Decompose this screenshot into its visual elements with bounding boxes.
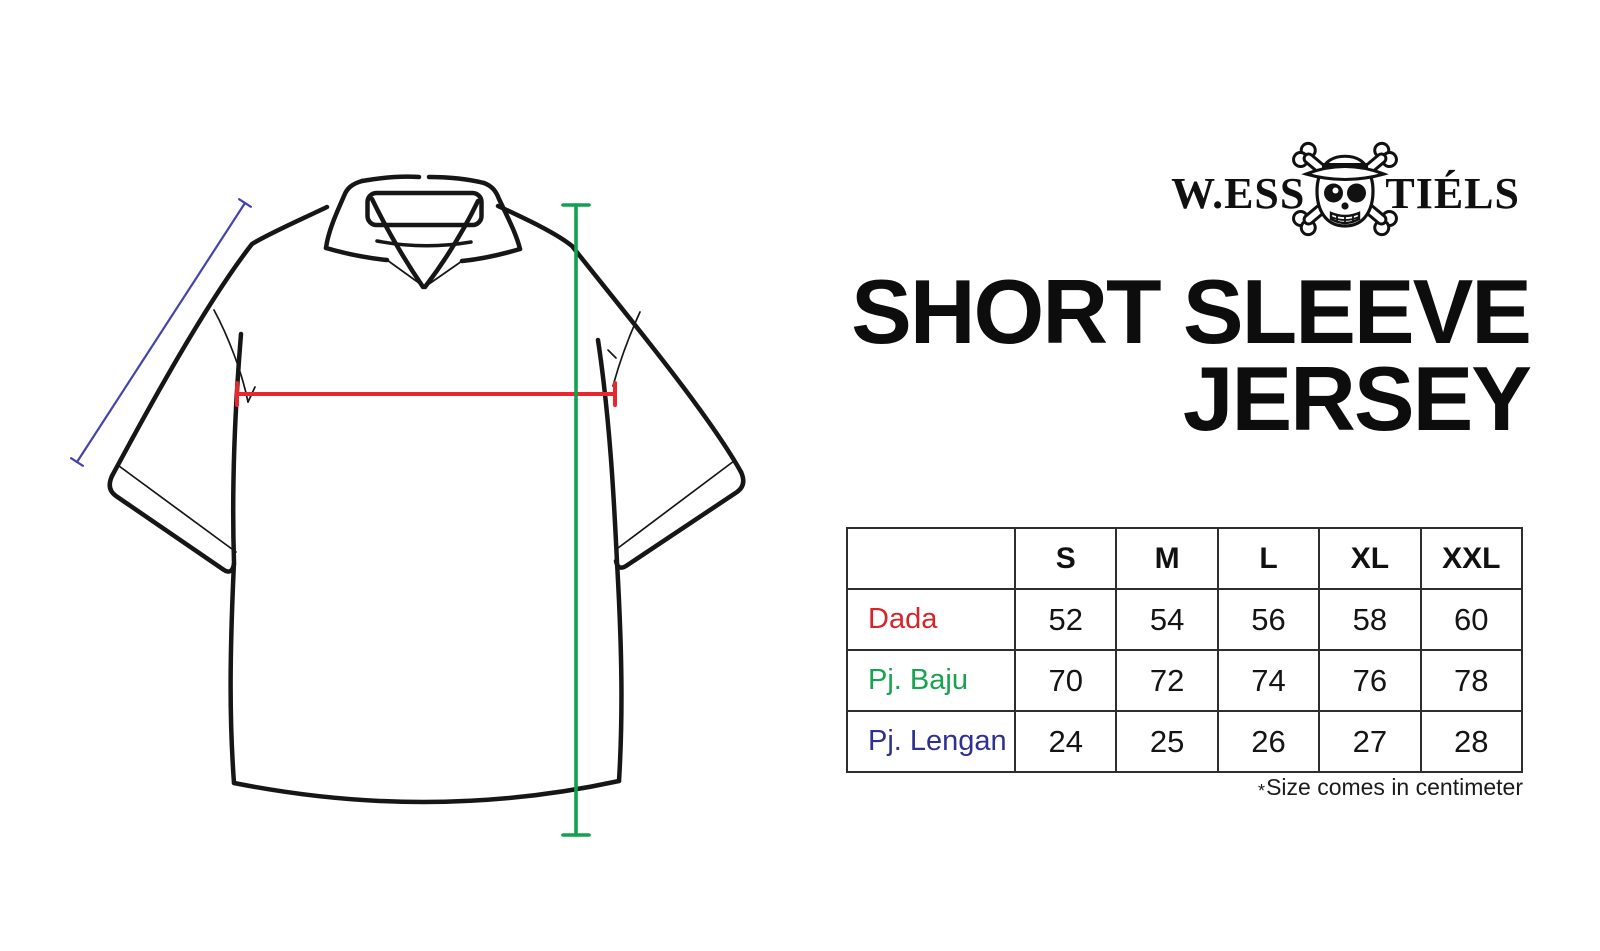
size-col-header-l: L — [1216, 527, 1321, 590]
row-label-dada: Dada — [846, 588, 1016, 651]
size-value-cell: 56 — [1216, 588, 1321, 651]
size-value-cell: 74 — [1216, 649, 1321, 712]
chest-width-line — [235, 381, 617, 407]
size-value-cell: 60 — [1419, 588, 1524, 651]
size-table-row-dada: Dada 52 54 56 58 60 — [846, 588, 1524, 651]
body-length-line — [561, 203, 591, 837]
size-table: S M L XL XXL Dada 52 54 56 58 60 Pj. Baj… — [846, 527, 1524, 773]
brand-text-left: W.ESS — [1171, 168, 1306, 218]
row-label-pj-lengan: Pj. Lengan — [846, 710, 1016, 773]
size-unit-footnote: *Size comes in centimeter — [1258, 774, 1523, 802]
size-col-header-xxl: XXL — [1419, 527, 1524, 590]
shirt-diagram — [70, 174, 746, 837]
product-title-line2: JERSEY — [1182, 349, 1532, 450]
product-title-line1: SHORT SLEEVE — [851, 262, 1532, 363]
size-value-cell: 78 — [1419, 649, 1524, 712]
size-value-cell: 26 — [1216, 710, 1321, 773]
straw-hat — [1301, 154, 1390, 181]
footnote-asterisk: * — [1258, 781, 1266, 801]
size-col-header-m: M — [1115, 527, 1219, 590]
product-title: SHORT SLEEVE JERSEY — [851, 262, 1532, 450]
size-value-cell: 76 — [1318, 649, 1422, 712]
size-value-cell: 58 — [1318, 588, 1422, 651]
size-col-header-s: S — [1013, 527, 1118, 590]
size-col-header-xl: XL — [1318, 527, 1422, 590]
straw-hat-skull-logo-icon — [1292, 141, 1399, 237]
brand-logo: W.ESS — [1171, 128, 1520, 246]
size-value-cell: 54 — [1115, 588, 1219, 651]
row-label-pj-baju: Pj. Baju — [846, 649, 1016, 712]
size-value-cell: 70 — [1013, 649, 1118, 712]
size-value-cell: 24 — [1013, 710, 1118, 773]
size-value-cell: 28 — [1419, 710, 1524, 773]
size-value-cell: 27 — [1318, 710, 1422, 773]
shirt-outline — [107, 174, 746, 805]
sleeve-length-line — [70, 198, 252, 467]
size-value-cell: 72 — [1115, 649, 1219, 712]
size-value-cell: 52 — [1013, 588, 1118, 651]
size-table-row-pj-lengan: Pj. Lengan 24 25 26 27 28 — [846, 710, 1524, 773]
brand-text-right: TIÉLS — [1385, 168, 1520, 218]
size-table-corner-cell — [846, 527, 1016, 590]
footnote-text: Size comes in centimeter — [1266, 774, 1523, 800]
size-table-row-pj-baju: Pj. Baju 70 72 74 76 78 — [846, 649, 1524, 712]
size-value-cell: 25 — [1115, 710, 1219, 773]
size-table-header-row: S M L XL XXL — [846, 527, 1524, 590]
